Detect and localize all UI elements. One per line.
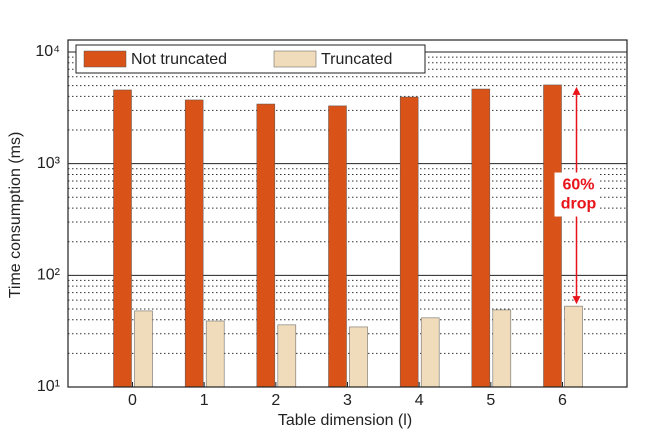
bar (399, 96, 419, 388)
bar (492, 309, 512, 388)
x-tick-label: 2 (271, 392, 280, 409)
x-tick-label: 3 (343, 392, 352, 409)
y-tick-label: 10⁴ (35, 43, 60, 60)
x-axis-label: Table dimension (l) (278, 412, 412, 429)
bar (543, 84, 562, 388)
plot-frame (67, 39, 628, 388)
x-tick-label: 6 (558, 392, 567, 409)
bar (205, 320, 225, 388)
annotation-bg (554, 172, 599, 217)
y-tick-label: 10¹ (37, 378, 60, 395)
bar (113, 89, 132, 388)
bar (420, 317, 440, 388)
bar (134, 310, 153, 388)
legend-label: Not truncated (131, 51, 227, 68)
x-tick-label: 4 (415, 392, 424, 409)
bar (256, 103, 276, 388)
annotation-text: drop (561, 196, 597, 213)
y-tick-label: 10³ (37, 155, 61, 172)
y-tick-label: 10² (37, 267, 61, 284)
x-tick-label: 0 (128, 392, 137, 409)
legend-swatch (273, 50, 317, 68)
legend (75, 44, 426, 74)
arrow-head (572, 86, 581, 95)
bar (564, 305, 583, 388)
legend-swatch (83, 50, 127, 68)
x-tick-label: 5 (486, 392, 495, 409)
plot-background (68, 40, 627, 387)
arrow-head (572, 296, 581, 305)
x-tick-label: 1 (200, 392, 209, 409)
legend-label: Truncated (321, 51, 392, 68)
bar (328, 105, 347, 388)
bar (471, 88, 491, 388)
bar (277, 324, 297, 388)
bar (184, 99, 204, 388)
annotation-text: 60% (562, 177, 594, 194)
y-axis-label: Time consumption (ms) (7, 132, 24, 299)
bar (349, 326, 368, 388)
